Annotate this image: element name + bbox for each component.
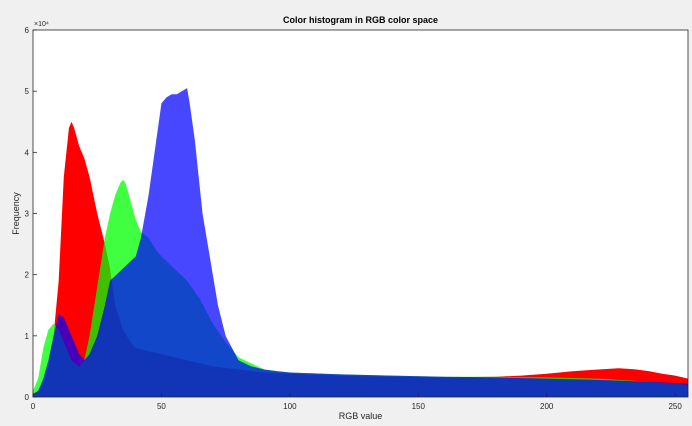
x-tick-label: 150 — [412, 402, 426, 411]
y-tick-label: 5 — [25, 87, 30, 96]
y-tick-label: 2 — [25, 271, 30, 280]
series-area-2 — [33, 88, 688, 398]
x-tick-label: 100 — [283, 402, 297, 411]
x-axis: 0 50 100 150 200 250 — [31, 393, 682, 411]
y-axis: 0 1 2 3 4 5 6 — [25, 26, 37, 402]
chart-title: Color histogram in RGB color space — [283, 15, 438, 25]
y-tick-label: 0 — [25, 393, 30, 402]
y-axis-exponent-label: ×10⁴ — [34, 21, 49, 28]
x-tick-label: 250 — [668, 402, 682, 411]
x-tick-label: 200 — [540, 402, 554, 411]
y-axis-label: Frequency — [11, 192, 21, 235]
x-tick-label: 0 — [31, 402, 36, 411]
x-tick-label: 50 — [157, 402, 166, 411]
y-tick-label: 6 — [25, 26, 30, 35]
y-tick-label: 1 — [25, 332, 30, 341]
y-tick-label: 3 — [25, 210, 30, 219]
y-tick-label: 4 — [25, 148, 30, 157]
x-axis-label: RGB value — [339, 411, 383, 421]
series-layer — [33, 88, 688, 398]
